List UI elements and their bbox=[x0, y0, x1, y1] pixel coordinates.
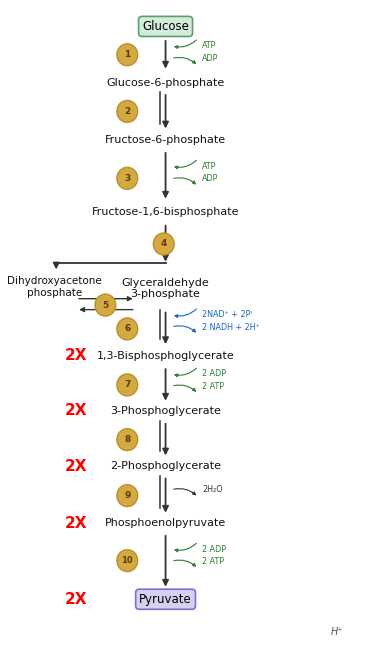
Ellipse shape bbox=[117, 484, 138, 506]
Text: 2X: 2X bbox=[65, 516, 87, 531]
Text: 7: 7 bbox=[124, 381, 131, 390]
Text: 2 ATP: 2 ATP bbox=[202, 557, 224, 566]
Text: 2X: 2X bbox=[65, 348, 87, 364]
Text: Fructose-6-phosphate: Fructose-6-phosphate bbox=[105, 135, 226, 145]
Text: Glucose: Glucose bbox=[142, 20, 189, 33]
Text: Dihydroxyacetone
phosphate: Dihydroxyacetone phosphate bbox=[7, 276, 102, 298]
Text: ATP: ATP bbox=[202, 162, 216, 171]
Text: 2 ADP: 2 ADP bbox=[202, 370, 226, 379]
Text: 2H₂O: 2H₂O bbox=[202, 485, 223, 494]
Ellipse shape bbox=[117, 101, 138, 123]
Text: 2 ATP: 2 ATP bbox=[202, 382, 224, 391]
Text: 2NAD⁺ + 2Pᴵ: 2NAD⁺ + 2Pᴵ bbox=[202, 310, 252, 319]
Text: 2 NADH + 2H⁺: 2 NADH + 2H⁺ bbox=[202, 322, 260, 332]
Text: ADP: ADP bbox=[202, 175, 218, 183]
Text: Pyruvate: Pyruvate bbox=[139, 593, 192, 606]
Text: 1: 1 bbox=[124, 50, 131, 59]
Ellipse shape bbox=[117, 318, 138, 340]
Ellipse shape bbox=[117, 429, 138, 451]
Text: 2: 2 bbox=[124, 107, 131, 116]
Text: 6: 6 bbox=[124, 324, 131, 333]
Text: 2X: 2X bbox=[65, 403, 87, 418]
Text: 3: 3 bbox=[124, 174, 131, 183]
Text: Fructose-1,6-bisphosphate: Fructose-1,6-bisphosphate bbox=[92, 207, 239, 217]
Text: ADP: ADP bbox=[202, 54, 218, 63]
Ellipse shape bbox=[117, 44, 138, 66]
Text: 3-Phosphoglycerate: 3-Phosphoglycerate bbox=[110, 406, 221, 415]
Text: 2-Phosphoglycerate: 2-Phosphoglycerate bbox=[110, 461, 221, 471]
Text: ATP: ATP bbox=[202, 41, 216, 50]
Text: 2X: 2X bbox=[65, 459, 87, 473]
Text: 2 ADP: 2 ADP bbox=[202, 544, 226, 553]
Text: 10: 10 bbox=[121, 556, 133, 565]
Text: 1,3-Bisphosphoglycerate: 1,3-Bisphosphoglycerate bbox=[97, 351, 234, 361]
Text: 8: 8 bbox=[124, 435, 131, 444]
Ellipse shape bbox=[95, 294, 116, 316]
Ellipse shape bbox=[117, 167, 138, 189]
Text: 4: 4 bbox=[161, 239, 167, 248]
Text: Glucose-6-phosphate: Glucose-6-phosphate bbox=[106, 78, 225, 88]
Text: Glyceraldehyde
3-phosphate: Glyceraldehyde 3-phosphate bbox=[122, 277, 209, 299]
Ellipse shape bbox=[153, 233, 174, 255]
Text: 9: 9 bbox=[124, 491, 131, 500]
Text: 2X: 2X bbox=[65, 591, 87, 607]
Text: Phosphoenolpyruvate: Phosphoenolpyruvate bbox=[105, 519, 226, 528]
Ellipse shape bbox=[117, 550, 138, 571]
Ellipse shape bbox=[117, 374, 138, 396]
Text: H⁺: H⁺ bbox=[331, 626, 343, 637]
Text: 5: 5 bbox=[102, 301, 109, 310]
